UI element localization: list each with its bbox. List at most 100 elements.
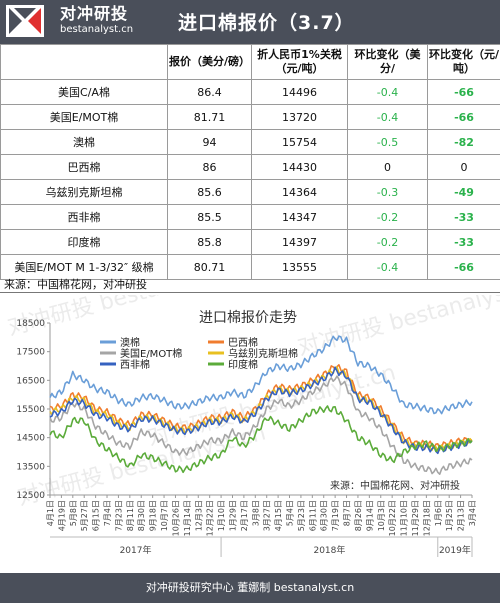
logo-en: bestanalyst.cn bbox=[60, 24, 134, 35]
legend-label: 巴西棉 bbox=[228, 336, 258, 349]
logo-icon bbox=[6, 5, 44, 37]
x-tick-label: 7月4日 bbox=[103, 500, 112, 526]
legend-label: 印度棉 bbox=[228, 358, 258, 371]
year-label: 2017年 bbox=[120, 544, 152, 556]
cell-chg-rmb: -33 bbox=[427, 204, 500, 230]
cell-chg-rmb: -33 bbox=[427, 229, 500, 255]
x-tick-label: 10月3日 bbox=[377, 500, 386, 531]
cell-price: 80.71 bbox=[167, 254, 252, 280]
cell-chg-cent: -0.4 bbox=[347, 79, 428, 105]
x-tick-label: 9月18日 bbox=[149, 500, 158, 531]
cell-price: 86 bbox=[167, 154, 252, 180]
series-lines bbox=[49, 335, 473, 475]
cell-name: 美国E/MOT棉 bbox=[0, 104, 168, 130]
x-tick-label: 12月18日 bbox=[422, 500, 431, 536]
chart-source-note: 来源：中国棉花网、对冲研投 bbox=[330, 479, 460, 492]
series-line-0 bbox=[49, 335, 473, 415]
x-tick-label: 1月25日 bbox=[445, 500, 454, 531]
cell-rmb: 15754 bbox=[251, 129, 348, 155]
series-line-4 bbox=[49, 366, 473, 455]
cell-name: 美国E/MOT M 1-3/32″ 级棉 bbox=[0, 254, 168, 280]
x-tick-label: 7月23日 bbox=[114, 500, 123, 531]
table-row: 巴西棉 86 14430 0 0 bbox=[0, 154, 500, 180]
x-tick-label: 4月1日 bbox=[46, 500, 55, 526]
table-row: 印度棉 85.8 14397 -0.2 -33 bbox=[0, 229, 500, 255]
header-chg-cent: 环比变化（美分/ bbox=[347, 44, 428, 80]
footer: 对冲研投研究中心 董娜制 bestanalyst.cn bbox=[0, 573, 500, 603]
cell-price: 85.8 bbox=[167, 229, 252, 255]
series-line-1 bbox=[49, 364, 473, 449]
cell-name: 乌兹别克斯坦棉 bbox=[0, 179, 168, 205]
cell-rmb: 13720 bbox=[251, 104, 348, 130]
cell-chg-cent: 0 bbox=[347, 154, 428, 180]
cell-rmb: 14397 bbox=[251, 229, 348, 255]
cell-price: 85.5 bbox=[167, 204, 252, 230]
header-rmb: 折人民币1%关税（元/吨） bbox=[251, 44, 348, 80]
x-tick-label: 1月29日 bbox=[228, 500, 237, 531]
legend-label: 澳棉 bbox=[120, 336, 140, 349]
x-tick-label: 1月6日 bbox=[434, 500, 443, 526]
cell-chg-rmb: -82 bbox=[427, 129, 500, 155]
table-row: 美国E/MOT棉 81.71 13720 -0.4 -66 bbox=[0, 104, 500, 130]
x-tick-label: 8月11日 bbox=[126, 500, 135, 531]
cell-chg-cent: -0.5 bbox=[347, 129, 428, 155]
x-tick-label: 5月23日 bbox=[297, 500, 306, 531]
table-row: 乌兹别克斯坦棉 85.6 14364 -0.3 -49 bbox=[0, 179, 500, 205]
cell-chg-cent: -0.2 bbox=[347, 229, 428, 255]
cell-rmb: 14347 bbox=[251, 204, 348, 230]
y-tick-label: 17500 bbox=[16, 348, 45, 358]
legend-label: 乌兹别克斯坦棉 bbox=[228, 347, 298, 360]
x-tick-label: 3月8日 bbox=[251, 500, 260, 526]
page-title: 进口棉报价（3.7） bbox=[178, 12, 355, 34]
cell-price: 81.71 bbox=[167, 104, 252, 130]
cell-name: 美国C/A棉 bbox=[0, 79, 168, 105]
x-tick-label: 10月22日 bbox=[388, 500, 397, 536]
cell-chg-cent: -0.4 bbox=[347, 104, 428, 130]
x-tick-label: 10月7日 bbox=[160, 500, 169, 531]
cell-rmb: 14364 bbox=[251, 179, 348, 205]
logo-text: 对冲研投 bestanalyst.cn bbox=[60, 4, 133, 36]
x-tick-label: 11月29日 bbox=[411, 500, 420, 536]
x-tick-label: 6月30日 bbox=[320, 500, 329, 531]
cell-name: 印度棉 bbox=[0, 229, 168, 255]
x-axis: 4月1日 4月19日 5月8日 5月27日 6月15日 7月4日 7月23日 8月11日 8月3… bbox=[46, 494, 477, 557]
series-line-3 bbox=[49, 366, 473, 453]
x-tick-label: 7月19日 bbox=[331, 500, 340, 531]
cell-rmb: 14496 bbox=[251, 79, 348, 105]
cell-price: 94 bbox=[167, 129, 252, 155]
y-axis: 12500 13500 14500 15500 16500 17500 18500 bbox=[16, 319, 51, 501]
x-tick-label: 4月15日 bbox=[274, 500, 283, 531]
table-row: 美国C/A棉 86.4 14496 -0.4 -66 bbox=[0, 79, 500, 105]
cell-chg-rmb: -66 bbox=[427, 254, 500, 280]
x-tick-label: 8月7日 bbox=[343, 500, 352, 526]
y-tick-label: 18500 bbox=[16, 319, 45, 329]
table-source-note: 来源：中国棉花网，对冲研投 bbox=[4, 278, 147, 291]
x-tick-label: 5月8日 bbox=[69, 500, 78, 526]
series-line-5 bbox=[49, 405, 473, 474]
x-tick-label: 2月13日 bbox=[457, 500, 466, 531]
table-row: 美国E/MOT M 1-3/32″ 级棉 80.71 13555 -0.4 -6… bbox=[0, 254, 500, 280]
cell-name: 澳棉 bbox=[0, 129, 168, 155]
header-bar: 对冲研投 bestanalyst.cn 进口棉报价（3.7） bbox=[0, 0, 500, 44]
year-label: 2019年 bbox=[439, 544, 471, 556]
y-tick-label: 13500 bbox=[16, 462, 45, 472]
cell-price: 86.4 bbox=[167, 79, 252, 105]
cell-rmb: 13555 bbox=[251, 254, 348, 280]
table-row: 西非棉 85.5 14347 -0.2 -33 bbox=[0, 204, 500, 230]
x-tick-label: 12月3日 bbox=[194, 500, 203, 531]
x-tick-label: 5月27日 bbox=[80, 500, 89, 531]
cell-chg-cent: -0.3 bbox=[347, 179, 428, 205]
x-tick-label: 6月11日 bbox=[308, 500, 317, 531]
divider bbox=[0, 292, 500, 293]
x-tick-label: 8月26日 bbox=[354, 500, 363, 531]
cell-rmb: 14430 bbox=[251, 154, 348, 180]
header-chg-rmb: 环比变化（元/吨） bbox=[427, 44, 500, 80]
table-header-row: 报价（美分/磅） 折人民币1%关税（元/吨） 环比变化（美分/ 环比变化（元/吨… bbox=[0, 44, 500, 80]
cell-chg-cent: -0.2 bbox=[347, 204, 428, 230]
x-tick-label: 4月19日 bbox=[57, 500, 66, 531]
logo-cn: 对冲研投 bbox=[60, 4, 129, 23]
y-tick-label: 12500 bbox=[16, 491, 45, 501]
